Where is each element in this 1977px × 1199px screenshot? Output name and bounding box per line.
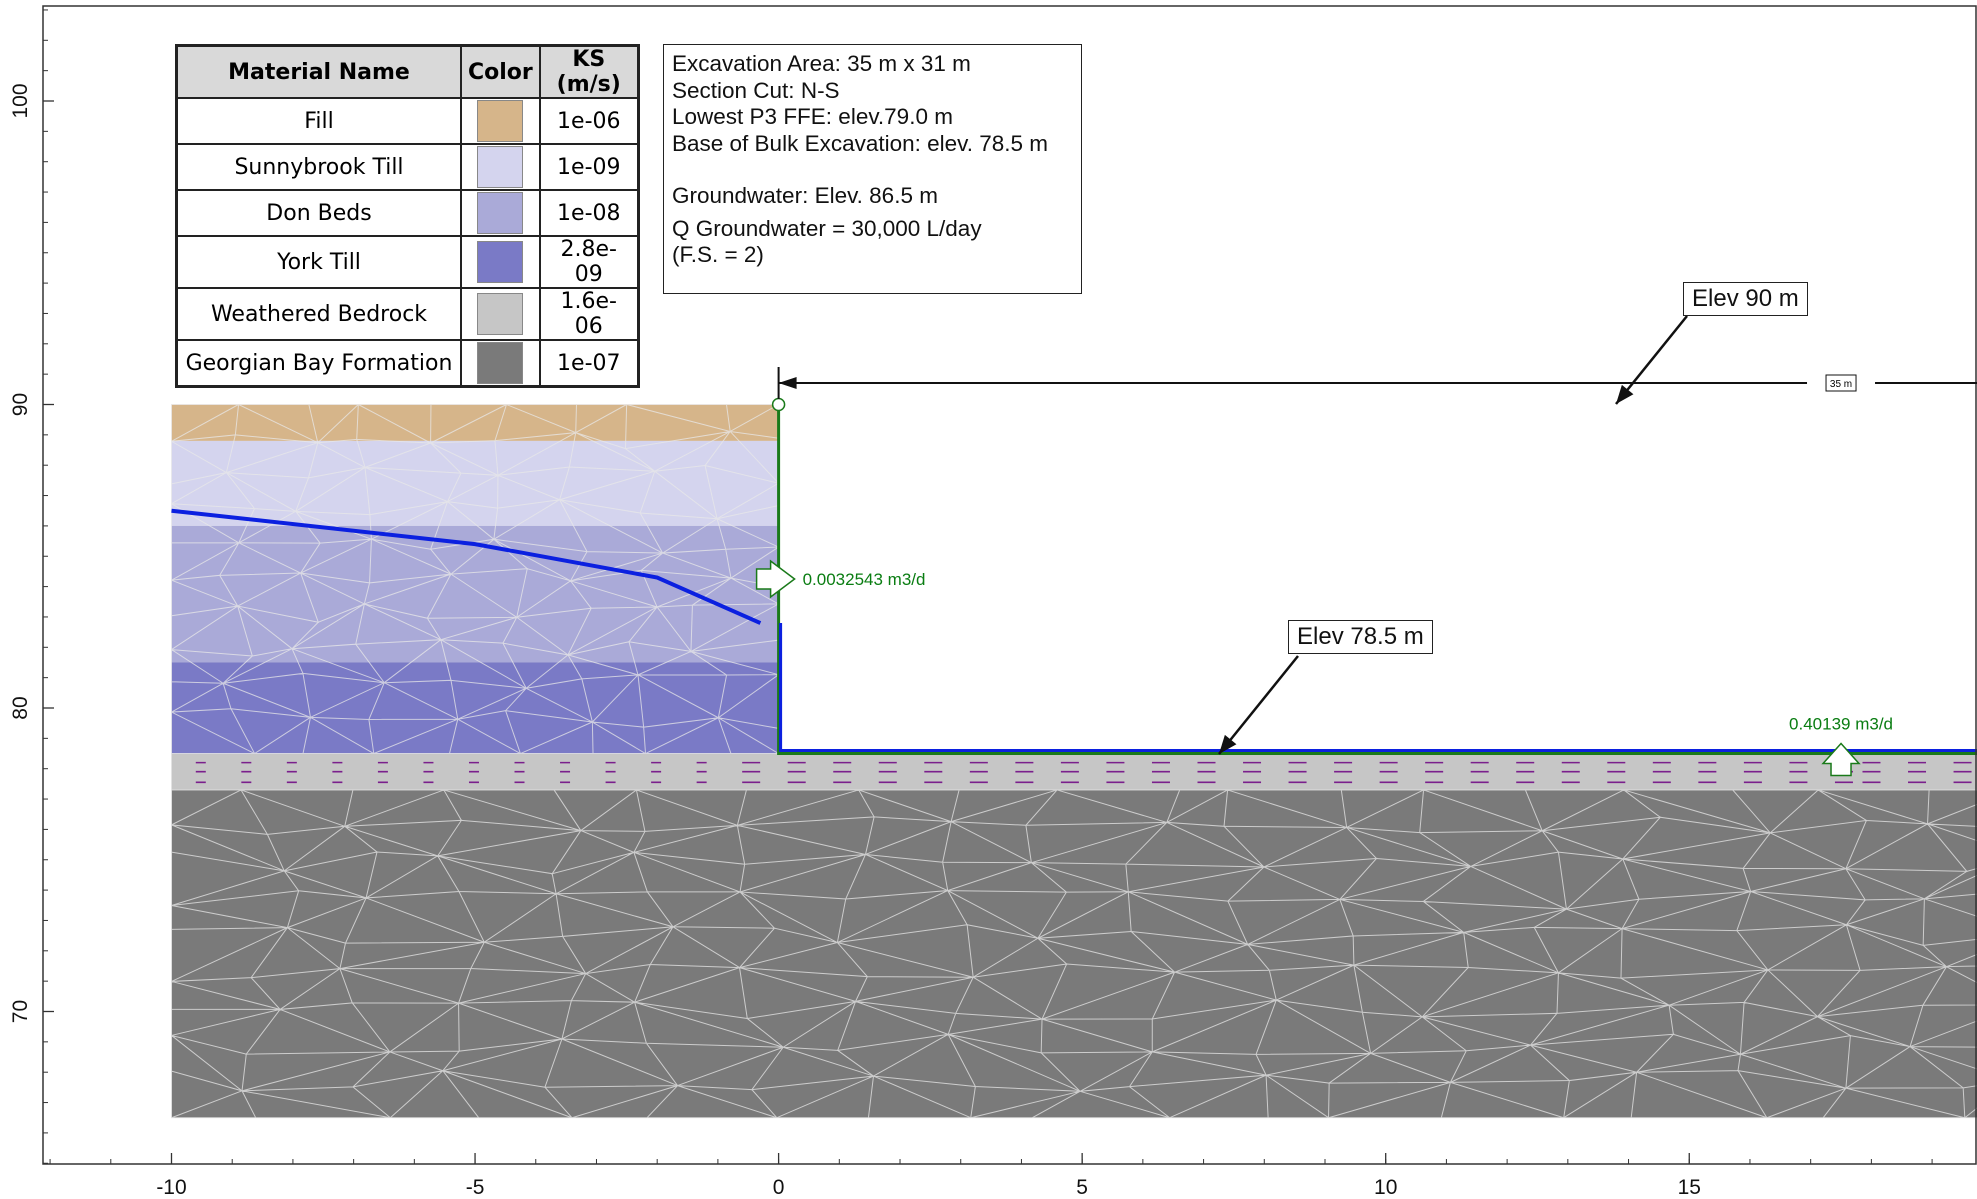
legend-header-ks: KS (m/s) xyxy=(538,44,640,99)
axes: -10-5051015202530354045100908070 xyxy=(9,5,1977,1199)
water-table-left xyxy=(171,508,762,625)
mesh-lines xyxy=(171,404,1977,1119)
excavation-outline xyxy=(777,404,1977,756)
legend-swatch xyxy=(477,146,524,188)
x-tick-label: -10 xyxy=(156,1176,186,1199)
elev-78-5-arrow xyxy=(1218,655,1299,755)
material-legend-table: Material Name Color KS (m/s) Fill 1e-06 … xyxy=(175,44,640,388)
flux-markers: 0.0032543 m3/d0.0036411 m3/d0.40139 m3/d xyxy=(755,559,1893,777)
legend-row: Sunnybrook Till 1e-09 xyxy=(175,143,640,191)
legend-ks-value: 1e-07 xyxy=(538,339,640,388)
legend-ks-value: 1.6e-06 xyxy=(538,287,640,341)
legend-header-color: Color xyxy=(460,44,541,99)
legend-row: Fill 1e-06 xyxy=(175,97,640,145)
info-base-excavation: Base of Bulk Excavation: elev. 78.5 m xyxy=(672,130,1049,156)
layer-full xyxy=(171,789,1977,1118)
legend-swatch xyxy=(477,192,524,234)
elev-78-5-arrow-head xyxy=(1219,734,1237,754)
plot-frame xyxy=(42,5,1977,1165)
legend-ks-value: 2.8e-09 xyxy=(538,235,640,289)
callout-arrows xyxy=(1218,315,1688,755)
layer-left xyxy=(171,662,779,754)
flow-vector-lines xyxy=(195,761,1972,784)
info-factor-of-safety: (F.S. = 2) xyxy=(672,242,764,267)
legend-swatch xyxy=(477,293,524,335)
legend-header-name: Material Name xyxy=(175,44,462,99)
flux-arrow-base xyxy=(1821,742,1861,777)
x-tick-label: 10 xyxy=(1374,1176,1397,1199)
legend-row: York Till 2.8e-09 xyxy=(175,235,640,289)
excavation-boundary xyxy=(771,397,1977,756)
y-tick-label: 70 xyxy=(9,1000,32,1023)
legend-swatch xyxy=(477,241,524,283)
boundary-node xyxy=(771,397,786,412)
x-tick-label: 5 xyxy=(1076,1176,1088,1199)
y-tick-label: 100 xyxy=(9,83,32,118)
material-legend: Material Name Color KS (m/s) Fill 1e-06 … xyxy=(175,44,640,388)
x-tick-label: 0 xyxy=(773,1176,785,1199)
layer-left xyxy=(171,525,779,663)
flow-vectors xyxy=(195,761,1972,784)
flux-label-base: 0.40139 m3/d xyxy=(1789,715,1893,734)
legend-material-name: Don Beds xyxy=(175,189,462,237)
layer-left xyxy=(171,440,779,526)
info-groundwater: Groundwater: Elev. 86.5 m xyxy=(672,183,938,208)
x-tick-label: -5 xyxy=(466,1176,485,1199)
elev-90-callout: Elev 90 m xyxy=(1683,282,1808,316)
elev-90-arrow xyxy=(1615,315,1688,405)
info-excavation-area: Excavation Area: 35 m x 31 m xyxy=(672,51,971,76)
dimension-line: 35 m xyxy=(777,367,1977,399)
flux-arrow-left xyxy=(755,559,796,599)
legend-swatch xyxy=(477,100,524,142)
legend-material-name: Fill xyxy=(175,97,462,145)
y-tick-label: 80 xyxy=(9,696,32,719)
legend-material-name: Weathered Bedrock xyxy=(175,287,462,341)
dimension-label: 35 m xyxy=(1830,379,1852,390)
dimension-label-box xyxy=(1825,374,1857,392)
legend-material-name: Sunnybrook Till xyxy=(175,143,462,191)
water-table-lines xyxy=(171,508,762,625)
excavation-info-box: Excavation Area: 35 m x 31 m Section Cut… xyxy=(663,44,1082,294)
info-lowest-ffe: Lowest P3 FFE: elev.79.0 m xyxy=(672,104,953,129)
soil-layers xyxy=(171,404,1977,1118)
legend-swatch xyxy=(477,342,524,384)
legend-material-name: Georgian Bay Formation xyxy=(175,339,462,388)
legend-row: Georgian Bay Formation 1e-07 xyxy=(175,339,640,388)
legend-material-name: York Till xyxy=(175,235,462,289)
elev-90-arrow-head xyxy=(1616,384,1634,404)
y-tick-label: 90 xyxy=(9,393,32,416)
legend-row: Weathered Bedrock 1.6e-06 xyxy=(175,287,640,341)
dimension-arrowhead-left xyxy=(778,377,797,389)
layer-left xyxy=(171,404,779,441)
info-section-cut: Section Cut: N-S xyxy=(672,77,840,103)
elev-78-5-callout: Elev 78.5 m xyxy=(1288,620,1433,654)
flux-label-left: 0.0032543 m3/d xyxy=(803,570,926,589)
legend-row: Don Beds 1e-08 xyxy=(175,189,640,237)
legend-ks-value: 1e-09 xyxy=(538,143,640,191)
legend-ks-value: 1e-08 xyxy=(538,189,640,237)
legend-ks-value: 1e-06 xyxy=(538,97,640,145)
finite-element-mesh xyxy=(171,404,1977,1119)
x-tick-label: 15 xyxy=(1678,1176,1701,1199)
info-q-groundwater: Q Groundwater = 30,000 L/day xyxy=(672,215,982,241)
